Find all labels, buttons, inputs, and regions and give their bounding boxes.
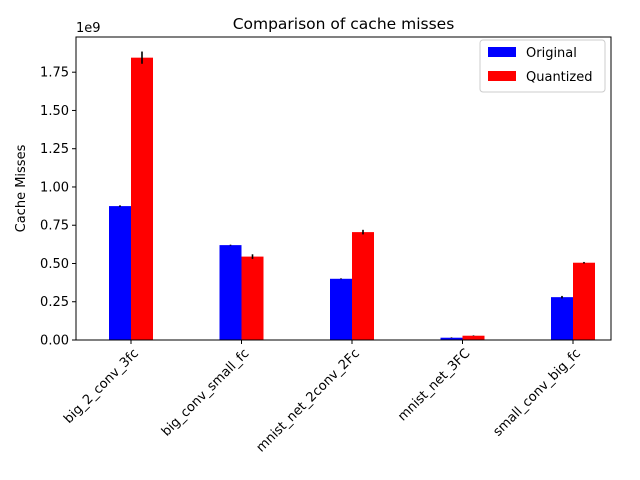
plot-frame: [75, 36, 612, 341]
bar-quantized-mnist_net_3FC: [462, 335, 485, 340]
legend-swatch-original: [488, 47, 516, 57]
x-tick-label-big_2_conv_3fc: big_2_conv_3fc: [61, 346, 142, 427]
x-tick-label-big_conv_small_fc: big_conv_small_fc: [159, 346, 252, 439]
y-tick-label-0: 0.00: [40, 334, 69, 349]
y-axis-offset-text: 1e9: [76, 21, 101, 36]
error-bars-layer: [119, 51, 585, 339]
bar-original-big_conv_small_fc: [219, 245, 242, 340]
bar-quantized-mnist_net_2conv_2Fc: [352, 232, 374, 340]
y-tick-label-7: 1.75: [40, 66, 69, 81]
bar-quantized-big_2_conv_3fc: [131, 57, 153, 341]
bars-layer: [109, 57, 595, 341]
legend-swatch-quantized: [488, 71, 516, 81]
y-tick-label-1: 0.25: [40, 295, 69, 310]
y-tick-label-5: 1.25: [40, 142, 69, 157]
y-tick-label-4: 1.00: [40, 180, 69, 195]
legend: Original Quantized: [479, 39, 606, 93]
y-tick-label-6: 1.50: [40, 104, 69, 119]
legend-label-original: Original: [526, 46, 577, 61]
legend-label-quantized: Quantized: [526, 70, 592, 85]
chart-title: Comparison of cache misses: [233, 15, 455, 33]
bar-original-small_conv_big_fc: [551, 297, 573, 340]
x-axis: big_2_conv_3fc big_conv_small_fc mnist_net…: [61, 340, 584, 455]
x-tick-label-mnist_net_2conv_2Fc: mnist_net_2conv_2Fc: [254, 346, 363, 455]
y-axis: 0.00 0.25 0.50 0.75 1.00 1.25 1.50 1.75: [40, 66, 76, 349]
bar-original-mnist_net_2conv_2Fc: [330, 278, 352, 340]
y-axis-label: Cache Misses: [14, 144, 29, 232]
bar-original-mnist_net_3FC: [440, 337, 463, 340]
x-tick-label-small_conv_big_fc: small_conv_big_fc: [490, 346, 583, 439]
bar-quantized-big_conv_small_fc: [241, 256, 264, 340]
bar-quantized-small_conv_big_fc: [573, 262, 595, 340]
y-tick-label-2: 0.50: [40, 257, 69, 272]
x-tick-label-mnist_net_3FC: mnist_net_3FC: [395, 346, 473, 424]
y-tick-label-3: 0.75: [40, 219, 69, 234]
bar-original-big_2_conv_3fc: [109, 206, 131, 340]
